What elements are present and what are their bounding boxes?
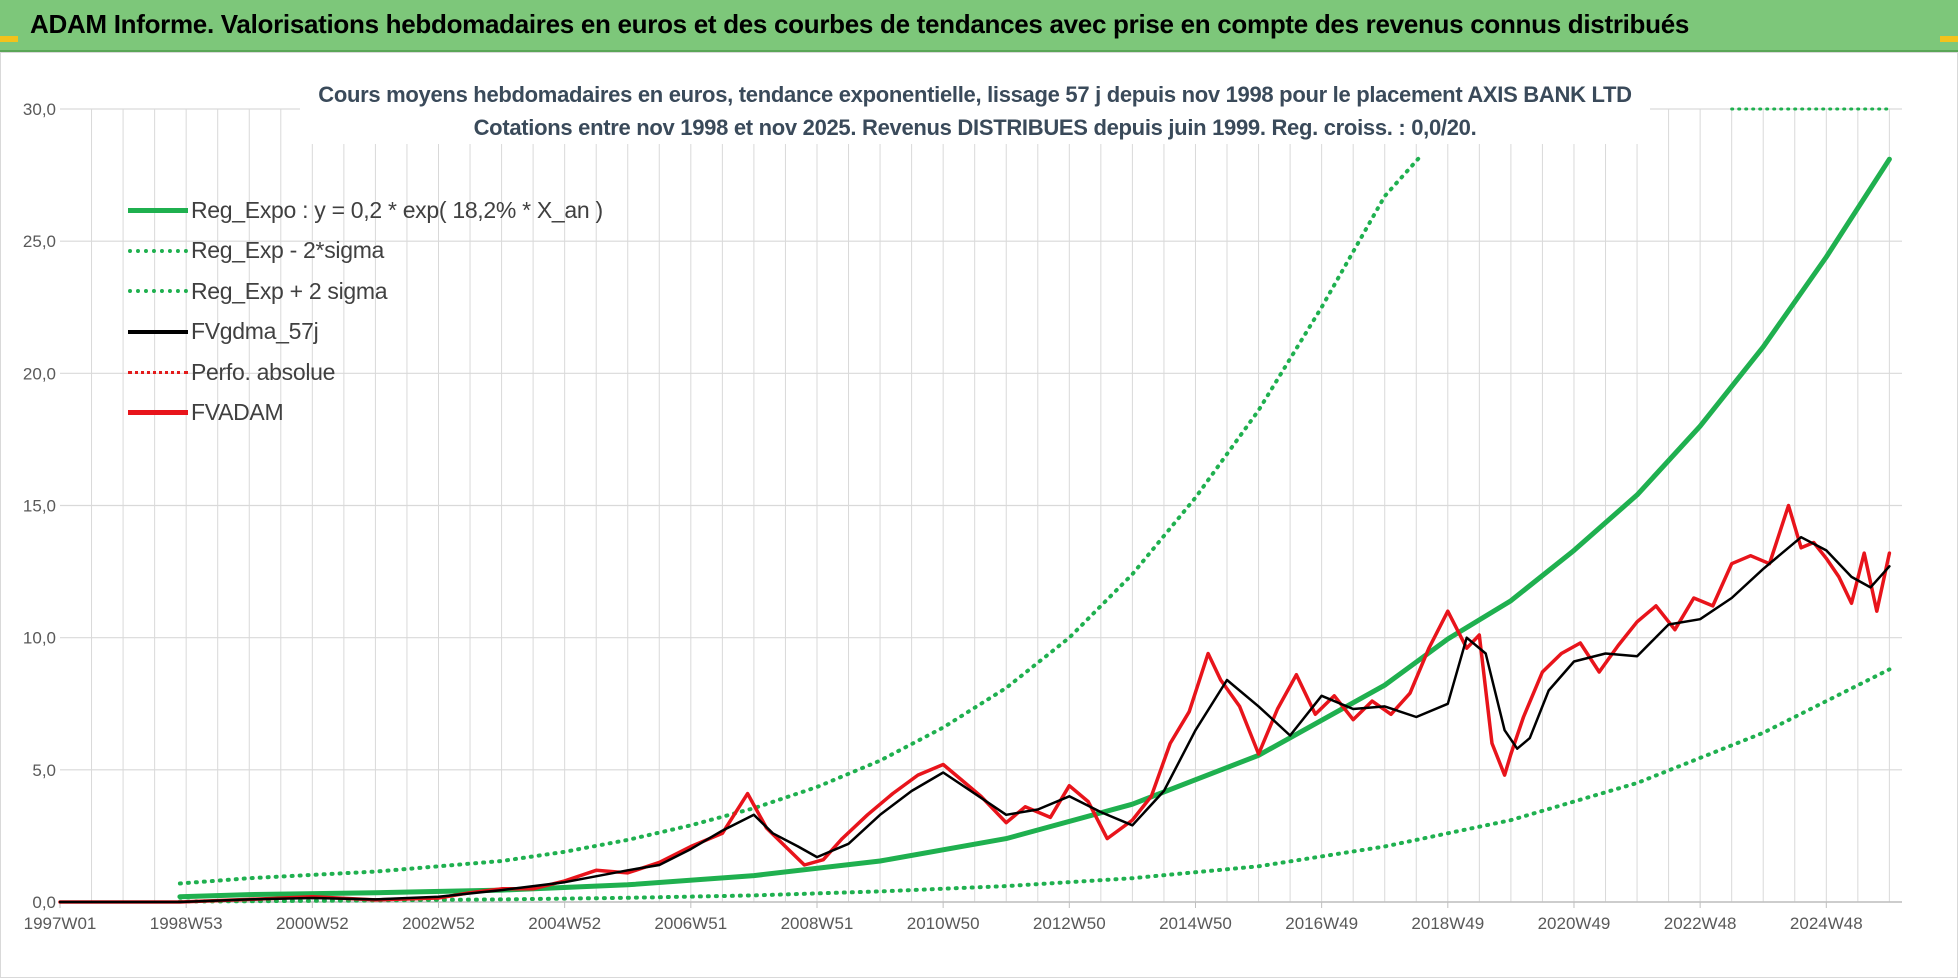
series-fvgdma-57j <box>58 535 1891 904</box>
series-reg-exp-minus-2sigma <box>177 667 1892 904</box>
legend-label-reg-minus: Reg_Exp - 2*sigma <box>191 237 385 264</box>
legend-label-reg-plus: Reg_Exp + 2 sigma <box>191 277 388 304</box>
corner-marker-right <box>1940 36 1958 42</box>
legend-swatch-perfo <box>128 370 188 374</box>
x-tick-label: 2022W48 <box>1664 914 1737 933</box>
x-tick-label: 2020W49 <box>1538 914 1611 933</box>
x-tick-label: 2000W52 <box>276 914 349 933</box>
legend-item-reg-expo: Reg_Expo : y = 0,2 * exp( 18,2% * X_an ) <box>128 190 603 231</box>
y-tick-label: 0,0 <box>32 893 56 912</box>
legend-item-fvgdma: FVgdma_57j <box>128 312 603 353</box>
x-tick-label: 2024W48 <box>1790 914 1863 933</box>
y-tick-label: 10,0 <box>23 629 56 648</box>
series-reg-exp-plus-2sigma <box>177 151 1425 886</box>
chart-title: Cours moyens hebdomadaires en euros, ten… <box>300 78 1650 144</box>
x-tick-label: 2002W52 <box>402 914 475 933</box>
y-tick-label: 15,0 <box>23 497 56 516</box>
legend-swatch-reg-minus <box>128 248 188 253</box>
y-axis-ticks: 0,0 5,0 10,0 15,0 20,0 25,0 30,0 <box>23 100 56 912</box>
legend-label-reg-expo: Reg_Expo : y = 0,2 * exp( 18,2% * X_an ) <box>191 196 603 223</box>
report-banner: ADAM Informe. Valorisations hebdomadaire… <box>0 0 1958 52</box>
legend-label-fvgdma: FVgdma_57j <box>191 318 319 345</box>
series-fvadam <box>58 503 1892 904</box>
legend-item-reg-plus: Reg_Exp + 2 sigma <box>128 271 603 312</box>
legend-label-fvadam: FVADAM <box>191 399 284 426</box>
x-tick-label: 2010W50 <box>907 914 980 933</box>
corner-marker-left <box>0 36 18 42</box>
chart-title-line-2: Cotations entre nov 1998 et nov 2025. Re… <box>473 115 1477 140</box>
legend-swatch-fvgdma <box>128 329 188 334</box>
y-tick-label: 5,0 <box>32 761 56 780</box>
grid <box>60 108 1902 903</box>
x-axis-ticks: 1997W01 1998W53 2000W52 2002W52 2004W52 2006W… <box>24 902 1863 933</box>
x-tick-label: 2006W51 <box>654 914 727 933</box>
x-tick-label: 2008W51 <box>781 914 854 933</box>
x-tick-label: 2004W52 <box>528 914 601 933</box>
legend-item-reg-minus: Reg_Exp - 2*sigma <box>128 231 603 272</box>
legend-swatch-reg-plus <box>128 289 188 294</box>
legend-label-perfo: Perfo. absolue <box>191 358 336 385</box>
x-tick-label: 2012W50 <box>1033 914 1106 933</box>
legend-swatch-fvadam <box>128 410 188 416</box>
y-tick-label: 25,0 <box>23 232 56 251</box>
y-tick-label: 20,0 <box>23 364 56 383</box>
legend-item-fvadam: FVADAM <box>128 393 603 434</box>
chart-title-line-1: Cours moyens hebdomadaires en euros, ten… <box>318 82 1632 107</box>
x-tick-label: 1997W01 <box>24 914 97 933</box>
legend-swatch-reg-expo <box>128 207 188 213</box>
x-tick-label: 2018W49 <box>1411 914 1484 933</box>
series-group <box>58 107 1892 904</box>
x-tick-label: 2016W49 <box>1285 914 1358 933</box>
report-title: ADAM Informe. Valorisations hebdomadaire… <box>30 9 1690 39</box>
x-tick-label: 1998W53 <box>150 914 223 933</box>
legend: Reg_Expo : y = 0,2 * exp( 18,2% * X_an )… <box>128 190 603 433</box>
x-tick-label: 2014W50 <box>1159 914 1232 933</box>
legend-item-perfo: Perfo. absolue <box>128 352 603 393</box>
y-tick-label: 30,0 <box>23 100 56 119</box>
